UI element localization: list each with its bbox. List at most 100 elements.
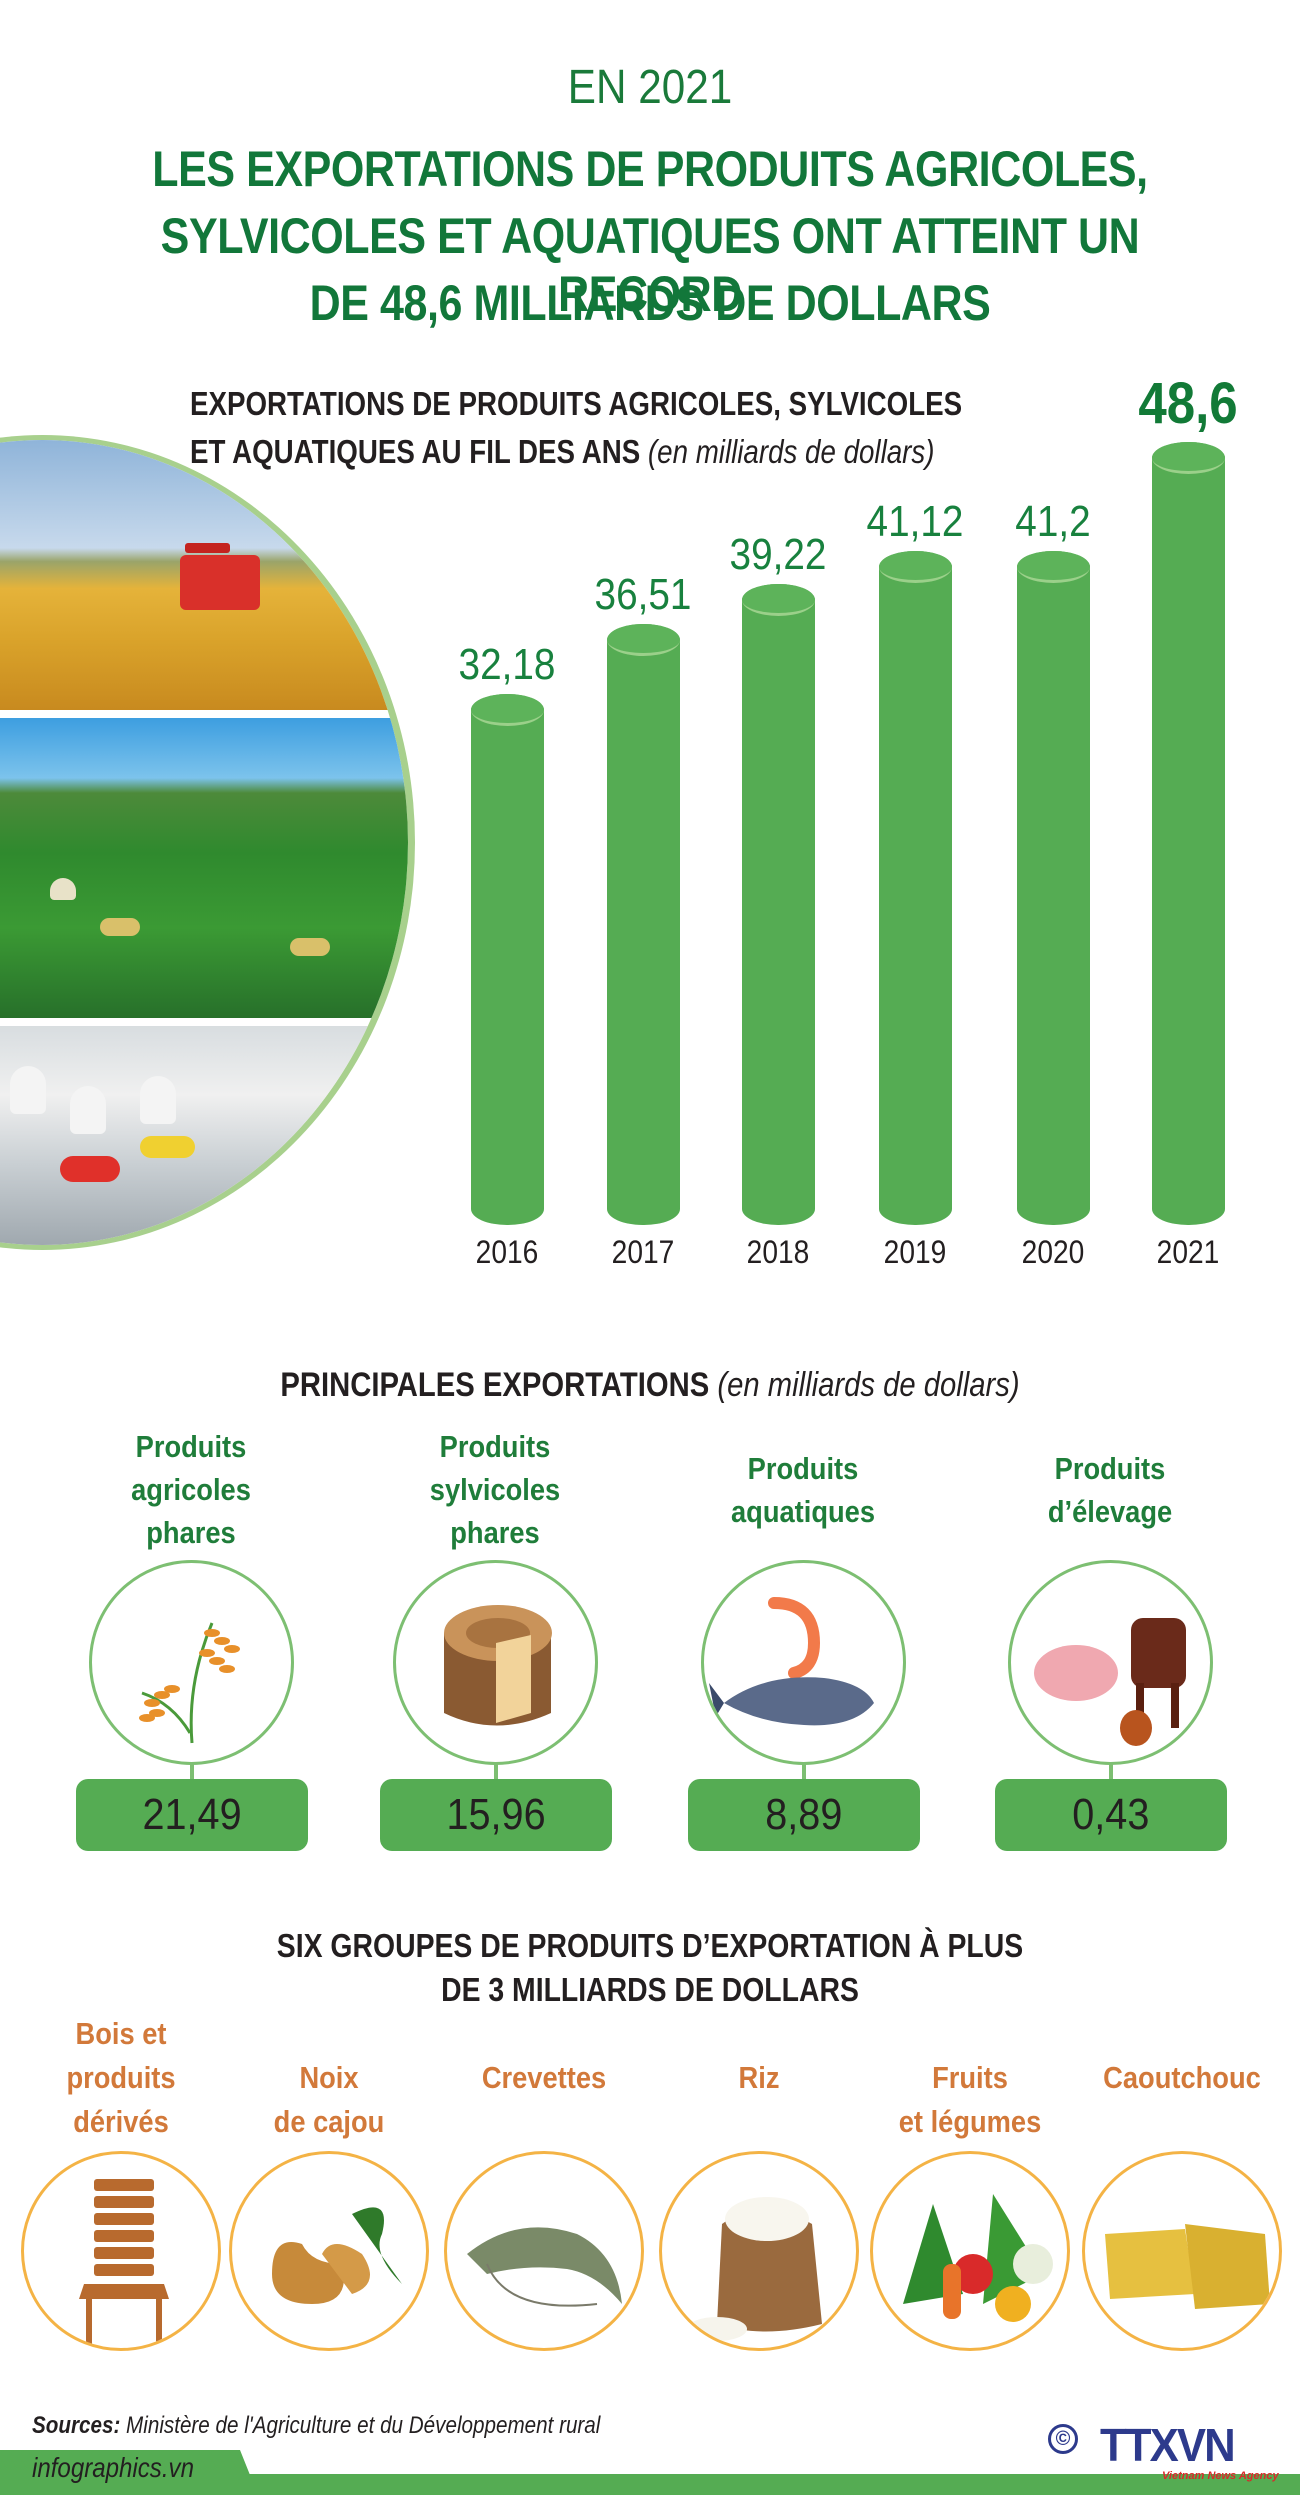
principal-value-sylvicoles: 15,96 (380, 1779, 612, 1851)
label-line: phares (450, 1515, 540, 1550)
worker-icon (10, 1066, 46, 1114)
bar-2018 (742, 584, 815, 1225)
cashew-nut-icon (229, 2151, 429, 2351)
bar-value-2017: 36,51 (594, 570, 692, 619)
worker-icon (140, 1076, 176, 1124)
bar-cap (471, 694, 544, 726)
bar-cap (742, 584, 815, 616)
group-label-cajou: Noix de cajou (237, 2056, 422, 2144)
worker-icon (50, 878, 76, 900)
label-line: phares (146, 1515, 236, 1550)
bar-2017 (607, 624, 680, 1225)
bar-cap (879, 551, 952, 583)
bar-2021 (1152, 442, 1225, 1225)
principal-label-elevage: Produits d’élevage (1013, 1447, 1207, 1533)
basket-icon (290, 938, 330, 956)
sources-text: Ministère de l'Agriculture et du Dévelop… (120, 2412, 601, 2439)
harvester-icon (180, 543, 260, 610)
tea-plantation-photo (0, 718, 408, 1018)
sources-label: Sources: (32, 2412, 121, 2439)
rubber-block-icon (1082, 2151, 1282, 2351)
year-2019: 2019 (883, 1234, 947, 1270)
principal-label-sylvicoles: Produits sylvicoles phares (398, 1425, 592, 1554)
six-groups-heading-2: DE 3 MILLIARDS DE DOLLARS (441, 1971, 859, 2008)
year-2020: 2020 (1021, 1234, 1085, 1270)
basket-icon (60, 1156, 120, 1182)
label-line: dérivés (73, 2104, 169, 2139)
footer-bar (0, 2474, 1300, 2495)
chart-unit-note: (en milliards de dollars) (647, 433, 935, 470)
label-line: Crevettes (481, 2060, 607, 2095)
shrimp-icon (444, 2151, 644, 2351)
bar-value-2016: 32,18 (458, 640, 556, 689)
vegetables-icon (870, 2151, 1070, 2351)
logo-subtitle: Vietnam News Agency (1162, 2470, 1279, 2482)
label-line: agricoles (131, 1472, 251, 1507)
label-line: produits (66, 2060, 176, 2095)
label-line: Produits (747, 1451, 859, 1486)
principal-value-agricoles: 21,49 (76, 1779, 308, 1851)
label-line: de cajou (273, 2104, 385, 2139)
label-line: Bois et (75, 2016, 167, 2051)
bar-value-2018: 39,22 (729, 530, 827, 579)
wood-log-icon (393, 1560, 598, 1765)
value-text: 15,96 (446, 1790, 546, 1839)
label-line: Produits (1054, 1451, 1166, 1486)
group-label-fruits: Fruits et légumes (878, 2056, 1063, 2144)
title-line-3: DE 48,6 MILLIARDS DE DOLLARS (309, 275, 991, 331)
label-line: Produits (439, 1429, 551, 1464)
label-line: sylvicoles (429, 1472, 561, 1507)
label-line: Noix (299, 2060, 359, 2095)
group-label-bois: Bois et produits dérivés (29, 2012, 214, 2144)
title-line-2: SYLVICOLES ET AQUATIQUES ONT ATTEINT UN … (160, 208, 1140, 322)
photo-collage (0, 435, 415, 1250)
livestock-icon (1008, 1560, 1213, 1765)
year-2021: 2021 (1156, 1234, 1220, 1270)
principal-label-agricoles: Produits agricoles phares (94, 1425, 288, 1554)
title-line-1: LES EXPORTATIONS DE PRODUITS AGRICOLES, (152, 141, 1148, 197)
principal-unit-note: (en milliards de dollars) (717, 1366, 1020, 1404)
copyright-icon: © (1048, 2424, 1078, 2454)
label-line: Caoutchouc (1103, 2060, 1261, 2095)
label-line: et légumes (898, 2104, 1042, 2139)
label-line: Riz (738, 2060, 780, 2095)
year-2016: 2016 (475, 1234, 539, 1270)
kicker-year: EN 2021 (567, 61, 733, 114)
principal-value-elevage: 0,43 (995, 1779, 1227, 1851)
bar-2016 (471, 694, 544, 1225)
group-label-crevettes: Crevettes (452, 2056, 637, 2100)
chart-heading-line-1: EXPORTATIONS DE PRODUITS AGRICOLES, SYLV… (190, 385, 963, 422)
bar-2020 (1017, 551, 1090, 1225)
value-text: 21,49 (142, 1790, 242, 1839)
rice-stalk-icon (89, 1560, 294, 1765)
year-2018: 2018 (746, 1234, 810, 1270)
six-groups-heading-1: SIX GROUPES DE PRODUITS D’EXPORTATION À … (276, 1927, 1024, 1964)
bar-cap (1152, 442, 1225, 474)
bar-2019 (879, 551, 952, 1225)
label-line: Produits (135, 1429, 247, 1464)
value-text: 8,89 (765, 1790, 843, 1839)
year-2017: 2017 (611, 1234, 675, 1270)
worker-icon (70, 1086, 106, 1134)
bar-value-2019: 41,12 (866, 497, 964, 546)
basket-icon (140, 1136, 195, 1158)
basket-icon (100, 918, 140, 936)
bar-cap (607, 624, 680, 656)
sources-line: Sources: Ministère de l'Agriculture et d… (32, 2412, 600, 2440)
ttxvn-logo: TTXVN (1100, 2419, 1236, 2471)
principal-heading-text: PRINCIPALES EXPORTATIONS (280, 1366, 710, 1404)
wooden-chair-icon (21, 2151, 221, 2351)
group-label-caoutchouc: Caoutchouc (1090, 2056, 1275, 2100)
site-link[interactable]: infographics.vn (32, 2452, 194, 2483)
group-label-riz: Riz (667, 2056, 852, 2100)
seafood-processing-photo (0, 1026, 408, 1245)
principal-heading: PRINCIPALES EXPORTATIONS (en milliards d… (91, 1366, 1209, 1405)
rice-harvest-photo (0, 440, 408, 710)
bar-value-2021: 48,6 (1138, 371, 1238, 436)
label-line: aquatiques (730, 1494, 876, 1529)
shrimp-fish-icon (701, 1560, 906, 1765)
bar-cap (1017, 551, 1090, 583)
rice-sack-icon (659, 2151, 859, 2351)
value-text: 0,43 (1072, 1790, 1150, 1839)
label-line: d’élevage (1047, 1494, 1173, 1529)
